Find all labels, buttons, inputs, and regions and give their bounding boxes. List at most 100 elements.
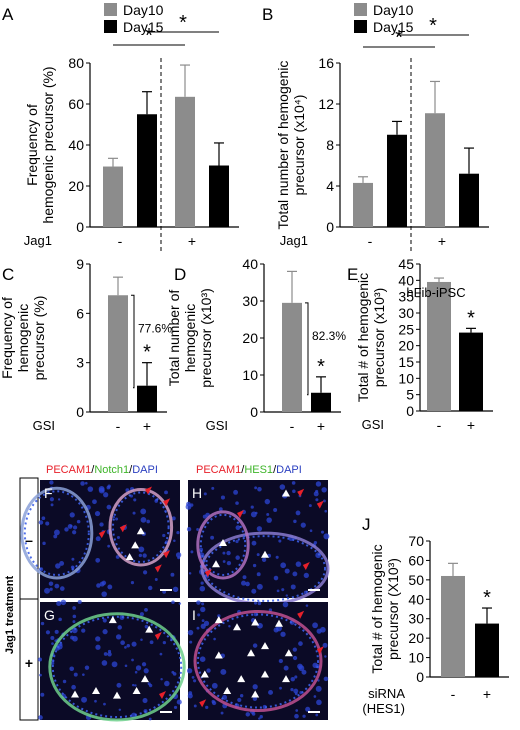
nucleus-dot xyxy=(77,599,82,605)
arrowhead-white xyxy=(251,690,260,698)
nucleus-dot xyxy=(220,711,224,715)
vessel-ring xyxy=(193,609,323,713)
nucleus-dot xyxy=(293,688,299,694)
nucleus-dot xyxy=(176,699,182,705)
arrowhead-red xyxy=(297,488,305,497)
y-tick-label-e: 45 xyxy=(398,256,414,272)
nucleus-dot xyxy=(138,553,143,558)
nucleus-dot xyxy=(130,580,135,585)
nucleus-dot xyxy=(142,698,148,704)
arrowhead-red xyxy=(154,564,162,573)
arrowhead-white xyxy=(261,550,269,558)
nucleus-dot xyxy=(140,508,147,515)
nucleus-dot xyxy=(315,713,319,717)
y-tick-label-j: 40 xyxy=(408,591,424,607)
nucleus-dot xyxy=(305,706,311,712)
micrograph-f xyxy=(20,480,182,598)
nucleus-dot xyxy=(257,486,262,492)
significance-star-d: * xyxy=(317,356,325,378)
treatment-level-e: + xyxy=(467,417,475,433)
nucleus-dot xyxy=(211,682,218,689)
vessel-nuclei xyxy=(23,490,90,576)
nucleus-dot xyxy=(53,529,60,536)
panel-label-a: A xyxy=(2,5,14,24)
nucleus-dot xyxy=(256,572,261,577)
arrowhead-white xyxy=(200,670,209,678)
y-tick-label-j: 70 xyxy=(408,533,424,549)
y-tick-label-c: 3 xyxy=(76,355,84,371)
y-tick-label-b: 8 xyxy=(326,137,334,153)
y-tick-label-e: 25 xyxy=(398,321,414,337)
nucleus-dot xyxy=(190,550,194,554)
arrowhead-red xyxy=(297,610,305,619)
nucleus-dot xyxy=(81,628,86,633)
nucleus-dot xyxy=(189,640,193,644)
nucleus-dot xyxy=(102,618,107,623)
nucleus-dot xyxy=(282,601,289,608)
reduction-bracket-d xyxy=(305,302,309,396)
nucleus-dot xyxy=(71,684,76,690)
nucleus-dot xyxy=(147,682,151,686)
vessel-ring xyxy=(196,510,250,580)
nucleus-dot xyxy=(95,636,101,642)
bar-j xyxy=(441,575,465,677)
nucleus-dot xyxy=(49,480,54,485)
bar-e xyxy=(427,281,451,411)
nucleus-dot xyxy=(185,503,192,510)
nucleus-dot xyxy=(131,641,137,647)
nucleus-dot xyxy=(254,601,258,605)
nucleus-dot xyxy=(199,585,206,592)
treatment-label-d: GSI xyxy=(206,418,228,433)
bar-b xyxy=(425,113,445,227)
y-tick-label-d: 40 xyxy=(242,256,258,272)
nucleus-dot xyxy=(120,640,125,646)
nucleus-dot xyxy=(211,486,215,490)
nucleus-dot xyxy=(40,692,45,697)
nucleus-dot xyxy=(126,643,131,648)
arrowhead-white xyxy=(141,675,149,683)
nucleus-dot xyxy=(175,552,182,558)
nucleus-dot xyxy=(134,684,137,687)
nucleus-dot xyxy=(51,642,54,645)
nucleus-dot xyxy=(323,533,330,540)
nucleus-dot xyxy=(176,530,180,535)
nucleus-dot xyxy=(115,517,119,521)
nucleus-dot xyxy=(48,581,54,586)
nucleus-dot xyxy=(298,641,303,646)
nucleus-dot xyxy=(291,481,296,485)
y-axis-label-j: Total # of hemogenicprecursor (X10³) xyxy=(369,544,401,673)
bar-c xyxy=(108,295,128,412)
nucleus-dot xyxy=(50,503,54,507)
nucleus-dot xyxy=(292,571,298,577)
vessel-nuclei xyxy=(199,513,247,576)
microscopy-figure: PECAM1/Notch1/DAPI PECAM1/HES1/DAPI – + … xyxy=(4,464,330,722)
treatment-level-minus-b: - xyxy=(368,233,373,249)
nucleus-dot xyxy=(220,668,227,675)
nucleus-dot xyxy=(211,700,217,706)
panel-label-g: G xyxy=(44,607,55,623)
significance-star-j: * xyxy=(483,587,491,609)
treatment-label-b: Jag1 xyxy=(280,233,308,248)
nucleus-dot xyxy=(237,697,242,703)
arrowhead-white xyxy=(282,489,290,497)
nucleus-dot xyxy=(250,505,254,509)
arrowhead-red xyxy=(302,561,310,570)
bar-d xyxy=(311,392,331,412)
nucleus-dot xyxy=(276,625,282,632)
nucleus-dot xyxy=(213,637,216,641)
nucleus-dot xyxy=(95,644,101,650)
nucleus-dot xyxy=(72,606,76,610)
nucleus-dot xyxy=(38,715,43,720)
arrowhead-white xyxy=(214,651,223,659)
panel-label-f: F xyxy=(44,485,53,501)
vessel-nuclei xyxy=(112,491,170,563)
bar-a xyxy=(209,165,229,227)
nucleus-dot xyxy=(62,679,67,684)
nucleus-dot xyxy=(40,621,45,626)
nucleus-dot xyxy=(256,553,260,557)
nucleus-dot xyxy=(284,568,290,574)
arrowhead-red xyxy=(159,691,166,700)
panel-label-h: H xyxy=(192,485,202,501)
nucleus-dot xyxy=(44,587,50,594)
